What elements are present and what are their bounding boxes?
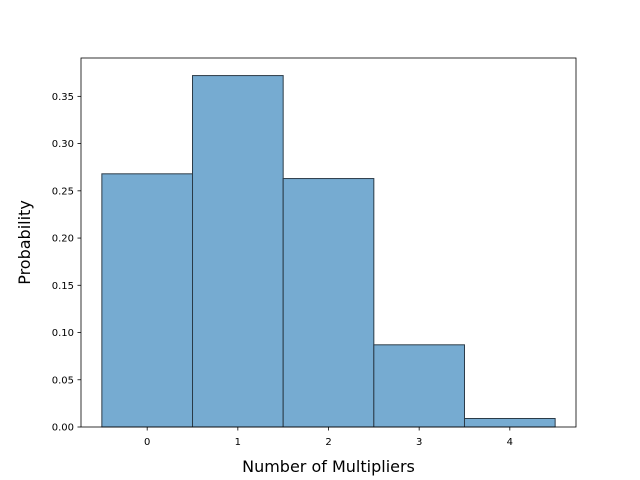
y-axis-label: Probability xyxy=(15,200,34,285)
y-tick-label: 0.15 xyxy=(52,281,74,292)
y-tick-label: 0.00 xyxy=(52,423,74,434)
bar-0 xyxy=(101,173,194,428)
y-axis-ticks: 0.00 0.05 0.10 0.15 0.20 0.25 0.30 0.35 xyxy=(52,92,81,434)
x-tick-label: 2 xyxy=(325,437,331,448)
y-tick-label: 0.05 xyxy=(52,375,74,386)
x-tick-label: 0 xyxy=(144,437,150,448)
bar-4 xyxy=(463,417,556,428)
y-tick-label: 0.20 xyxy=(52,234,74,245)
plot-frame xyxy=(80,57,577,428)
x-axis-label: Number of Multipliers xyxy=(242,457,415,476)
y-tick-label: 0.35 xyxy=(52,92,74,103)
x-axis-ticks: 0 1 2 3 4 xyxy=(144,427,513,448)
bar-1 xyxy=(192,75,284,428)
y-tick-label: 0.10 xyxy=(52,328,74,339)
y-tick-label: 0.25 xyxy=(52,186,74,197)
bar-3 xyxy=(373,344,465,428)
x-tick-label: 4 xyxy=(507,437,513,448)
x-tick-label: 3 xyxy=(416,437,422,448)
bars-group xyxy=(101,75,556,428)
bar-2 xyxy=(282,178,375,428)
x-tick-label: 1 xyxy=(235,437,241,448)
y-tick-label: 0.30 xyxy=(52,139,74,150)
